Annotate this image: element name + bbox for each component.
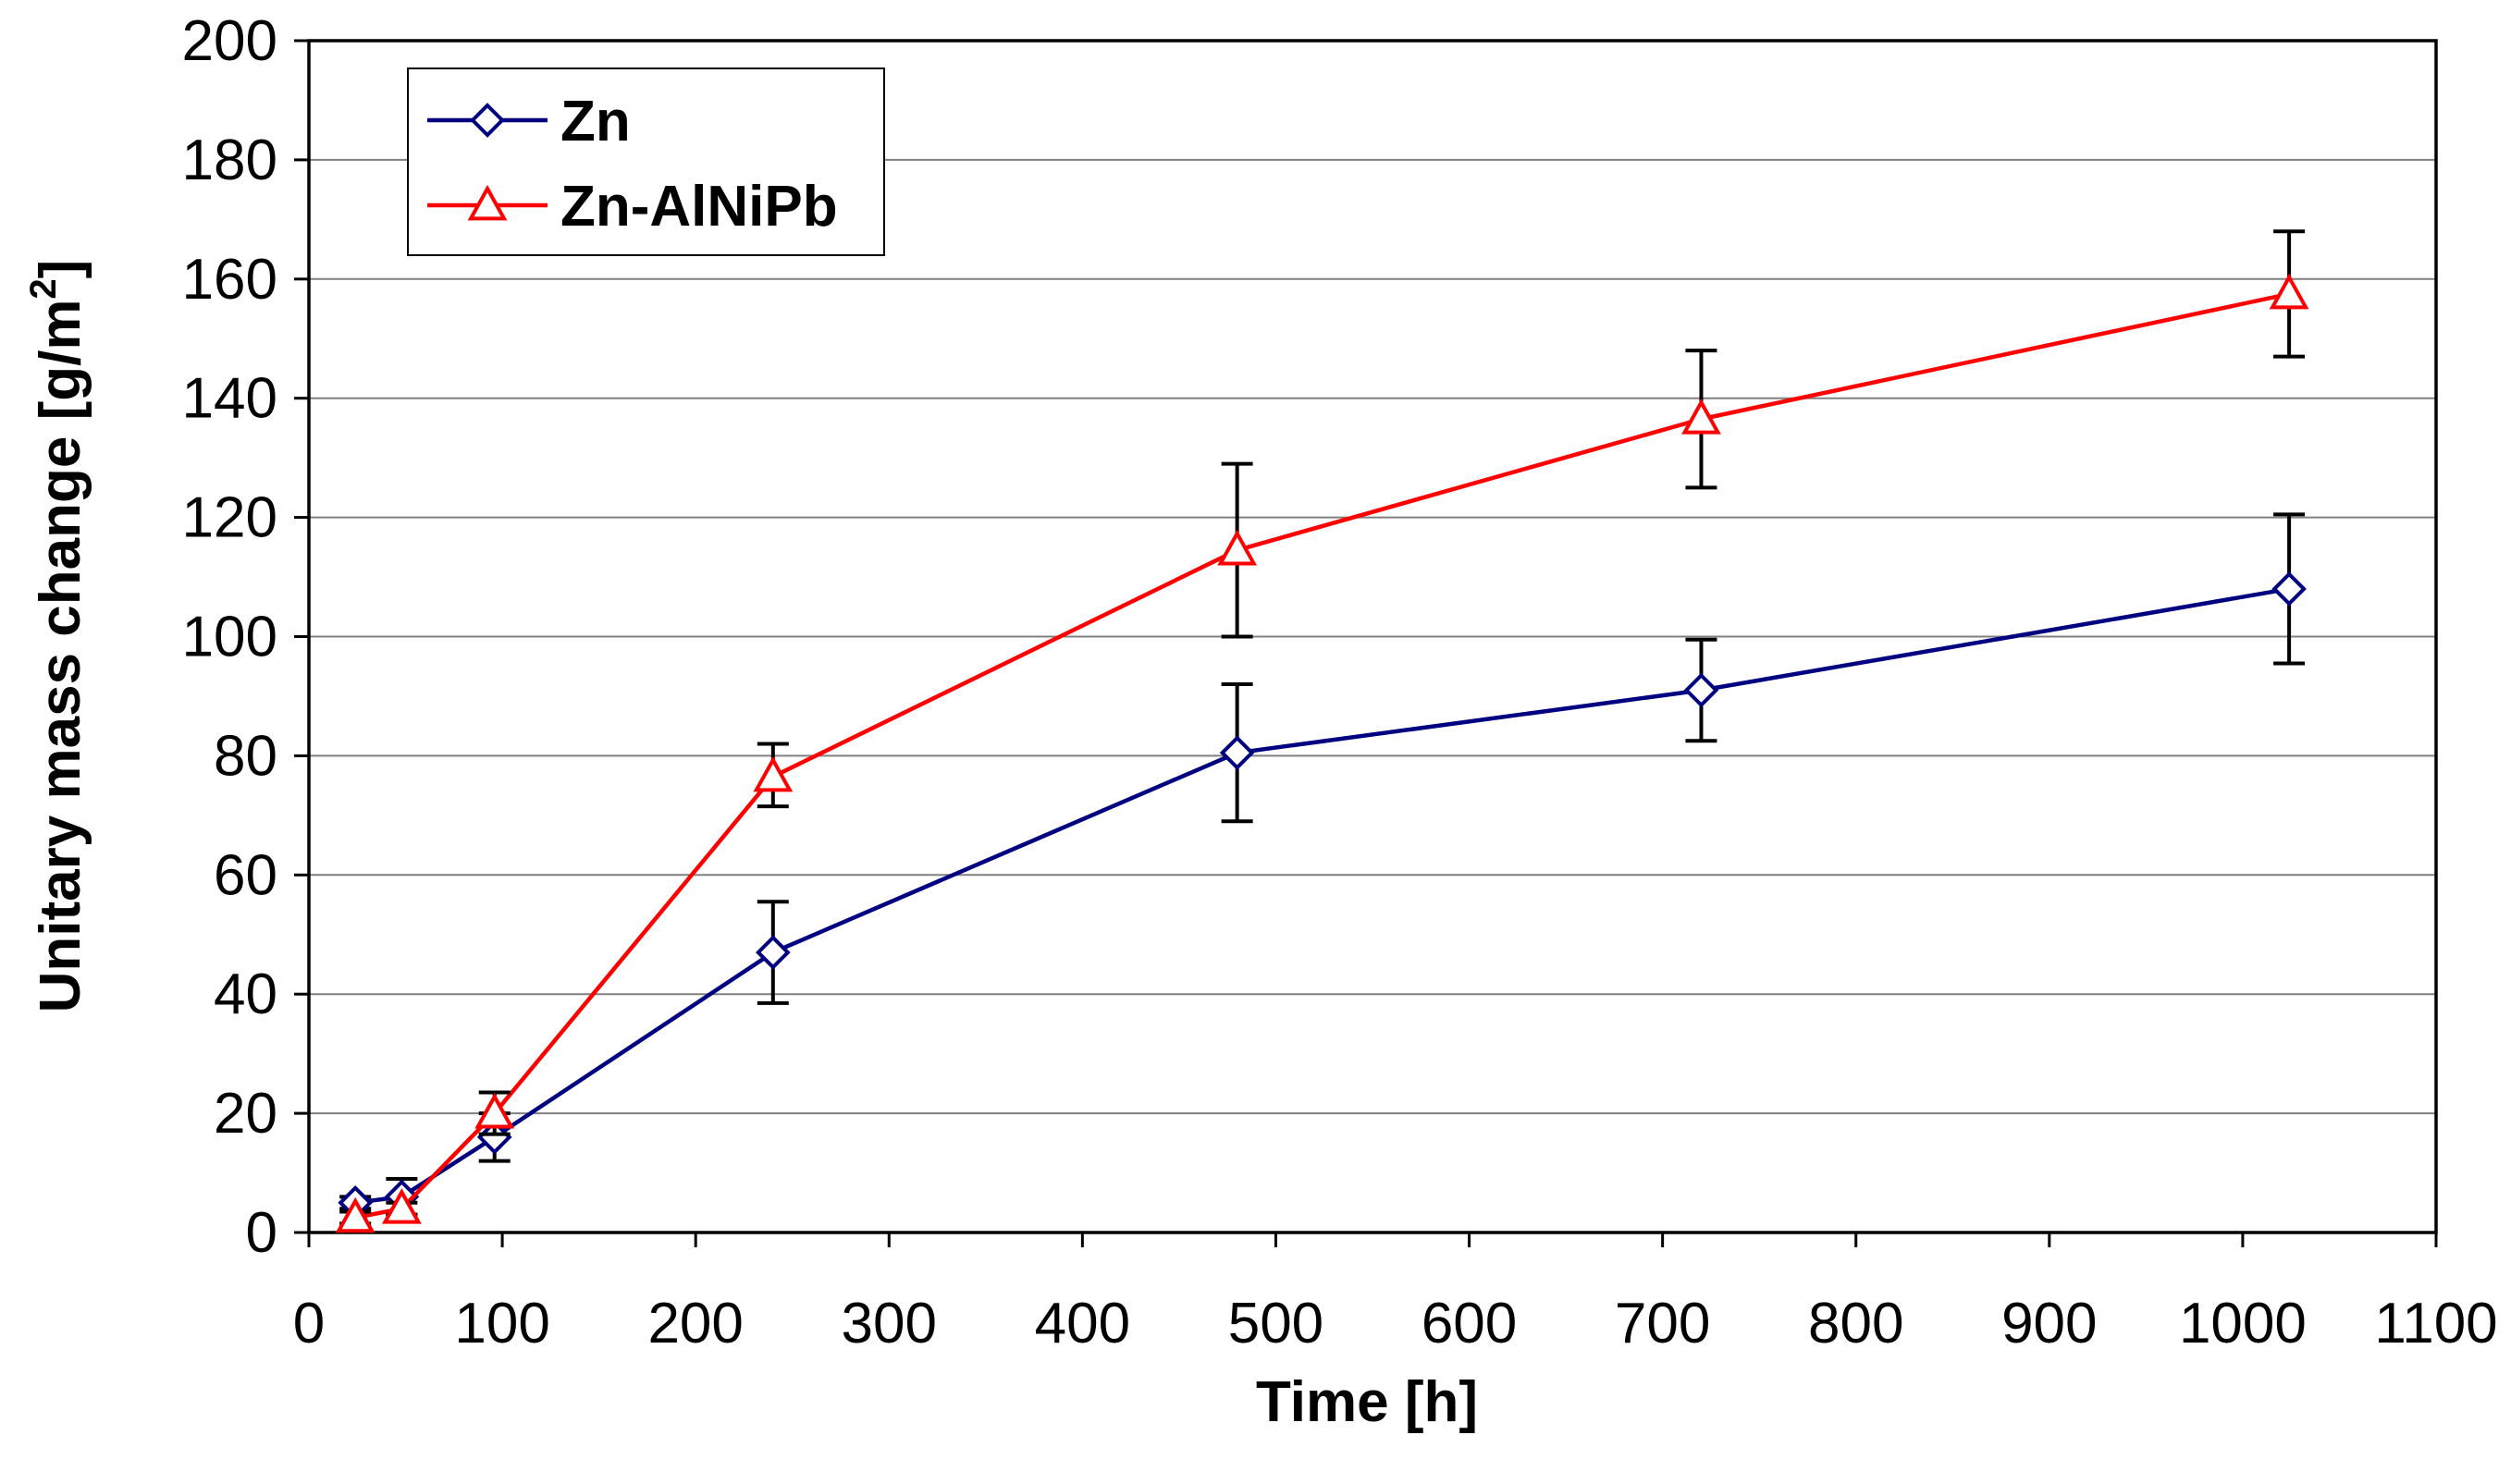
y-tick-label: 20 — [214, 1082, 277, 1146]
legend-item-zn-alnipb: Zn-AlNiPb — [427, 175, 838, 239]
legend-item-zn: Zn — [427, 90, 631, 153]
x-tick-label: 600 — [1422, 1292, 1517, 1355]
y-tick-label: 60 — [214, 843, 277, 907]
y-tick-label: 180 — [182, 129, 277, 192]
y-axis-ticks: 0 20 40 60 80 100 120 140 160 180 200 — [182, 9, 309, 1265]
legend-box — [407, 67, 885, 256]
x-tick-label: 900 — [2001, 1292, 2097, 1355]
x-tick-label: 0 — [293, 1292, 325, 1355]
data-point-triangle — [467, 184, 508, 221]
x-tick-label: 1000 — [2179, 1292, 2307, 1355]
data-point-triangle — [335, 1196, 375, 1233]
x-tick-label: 400 — [1035, 1292, 1130, 1355]
series-layer — [335, 229, 2309, 1233]
data-point-diamond — [2271, 571, 2307, 607]
data-point-triangle — [2269, 273, 2309, 310]
y-axis-title-main: Unitary mass change [g/m — [29, 300, 92, 1013]
y-axis-title-suffix: ] — [29, 260, 92, 279]
data-point-triangle — [753, 755, 794, 792]
y-tick-label: 0 — [246, 1201, 277, 1265]
data-point-diamond — [476, 1120, 512, 1155]
x-tick-label: 700 — [1615, 1292, 1710, 1355]
data-point-diamond — [755, 935, 791, 970]
data-point-triangle — [1217, 529, 1258, 566]
series-zn — [338, 512, 2307, 1220]
y-tick-label: 40 — [214, 963, 277, 1026]
data-point-triangle — [1681, 399, 1721, 435]
y-tick-label: 80 — [214, 724, 277, 788]
data-point-diamond — [470, 103, 505, 138]
legend-label: Zn-AlNiPb — [560, 175, 838, 239]
data-point-triangle — [381, 1188, 422, 1224]
x-axis-ticks: 0 100 200 300 400 500 600 700 800 900 1000 1100 — [293, 1233, 2498, 1355]
x-tick-label: 200 — [647, 1292, 743, 1355]
x-tick-label: 800 — [1808, 1292, 1903, 1355]
y-tick-label: 140 — [182, 367, 277, 431]
x-tick-label: 100 — [454, 1292, 549, 1355]
data-point-diamond — [1219, 735, 1255, 771]
y-tick-label: 120 — [182, 486, 277, 550]
data-point-triangle — [474, 1092, 515, 1129]
x-tick-label: 1100 — [2374, 1292, 2497, 1355]
y-tick-label: 200 — [182, 9, 277, 73]
x-tick-label: 500 — [1228, 1292, 1323, 1355]
y-axis-title-superscript: 2 — [23, 278, 64, 299]
y-tick-label: 100 — [182, 606, 277, 669]
legend: Zn Zn-AlNiPb — [407, 67, 885, 256]
legend-items: Zn Zn-AlNiPb — [427, 90, 838, 239]
data-point-diamond — [1683, 672, 1719, 708]
x-axis-title: Time [h] — [1256, 1370, 1478, 1434]
y-axis-title: Unitary mass change [g/m2] — [23, 260, 92, 1013]
y-tick-label: 160 — [182, 248, 277, 312]
legend-label: Zn — [560, 90, 631, 153]
gridlines — [309, 158, 2436, 1115]
x-tick-label: 300 — [842, 1292, 937, 1355]
series-zn-alnipb — [335, 229, 2309, 1233]
